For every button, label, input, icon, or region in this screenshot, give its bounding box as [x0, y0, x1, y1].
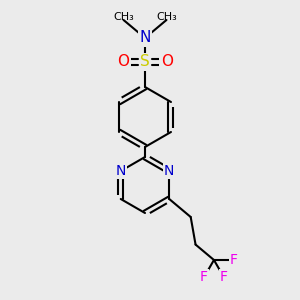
- Text: F: F: [200, 270, 208, 284]
- Text: N: N: [116, 164, 126, 178]
- Text: N: N: [139, 31, 151, 46]
- Text: S: S: [140, 55, 150, 70]
- Text: F: F: [220, 270, 228, 284]
- Text: O: O: [161, 55, 173, 70]
- Text: F: F: [230, 253, 238, 267]
- Text: N: N: [164, 164, 174, 178]
- Text: CH₃: CH₃: [156, 12, 177, 22]
- Text: O: O: [117, 55, 129, 70]
- Text: CH₃: CH₃: [113, 12, 134, 22]
